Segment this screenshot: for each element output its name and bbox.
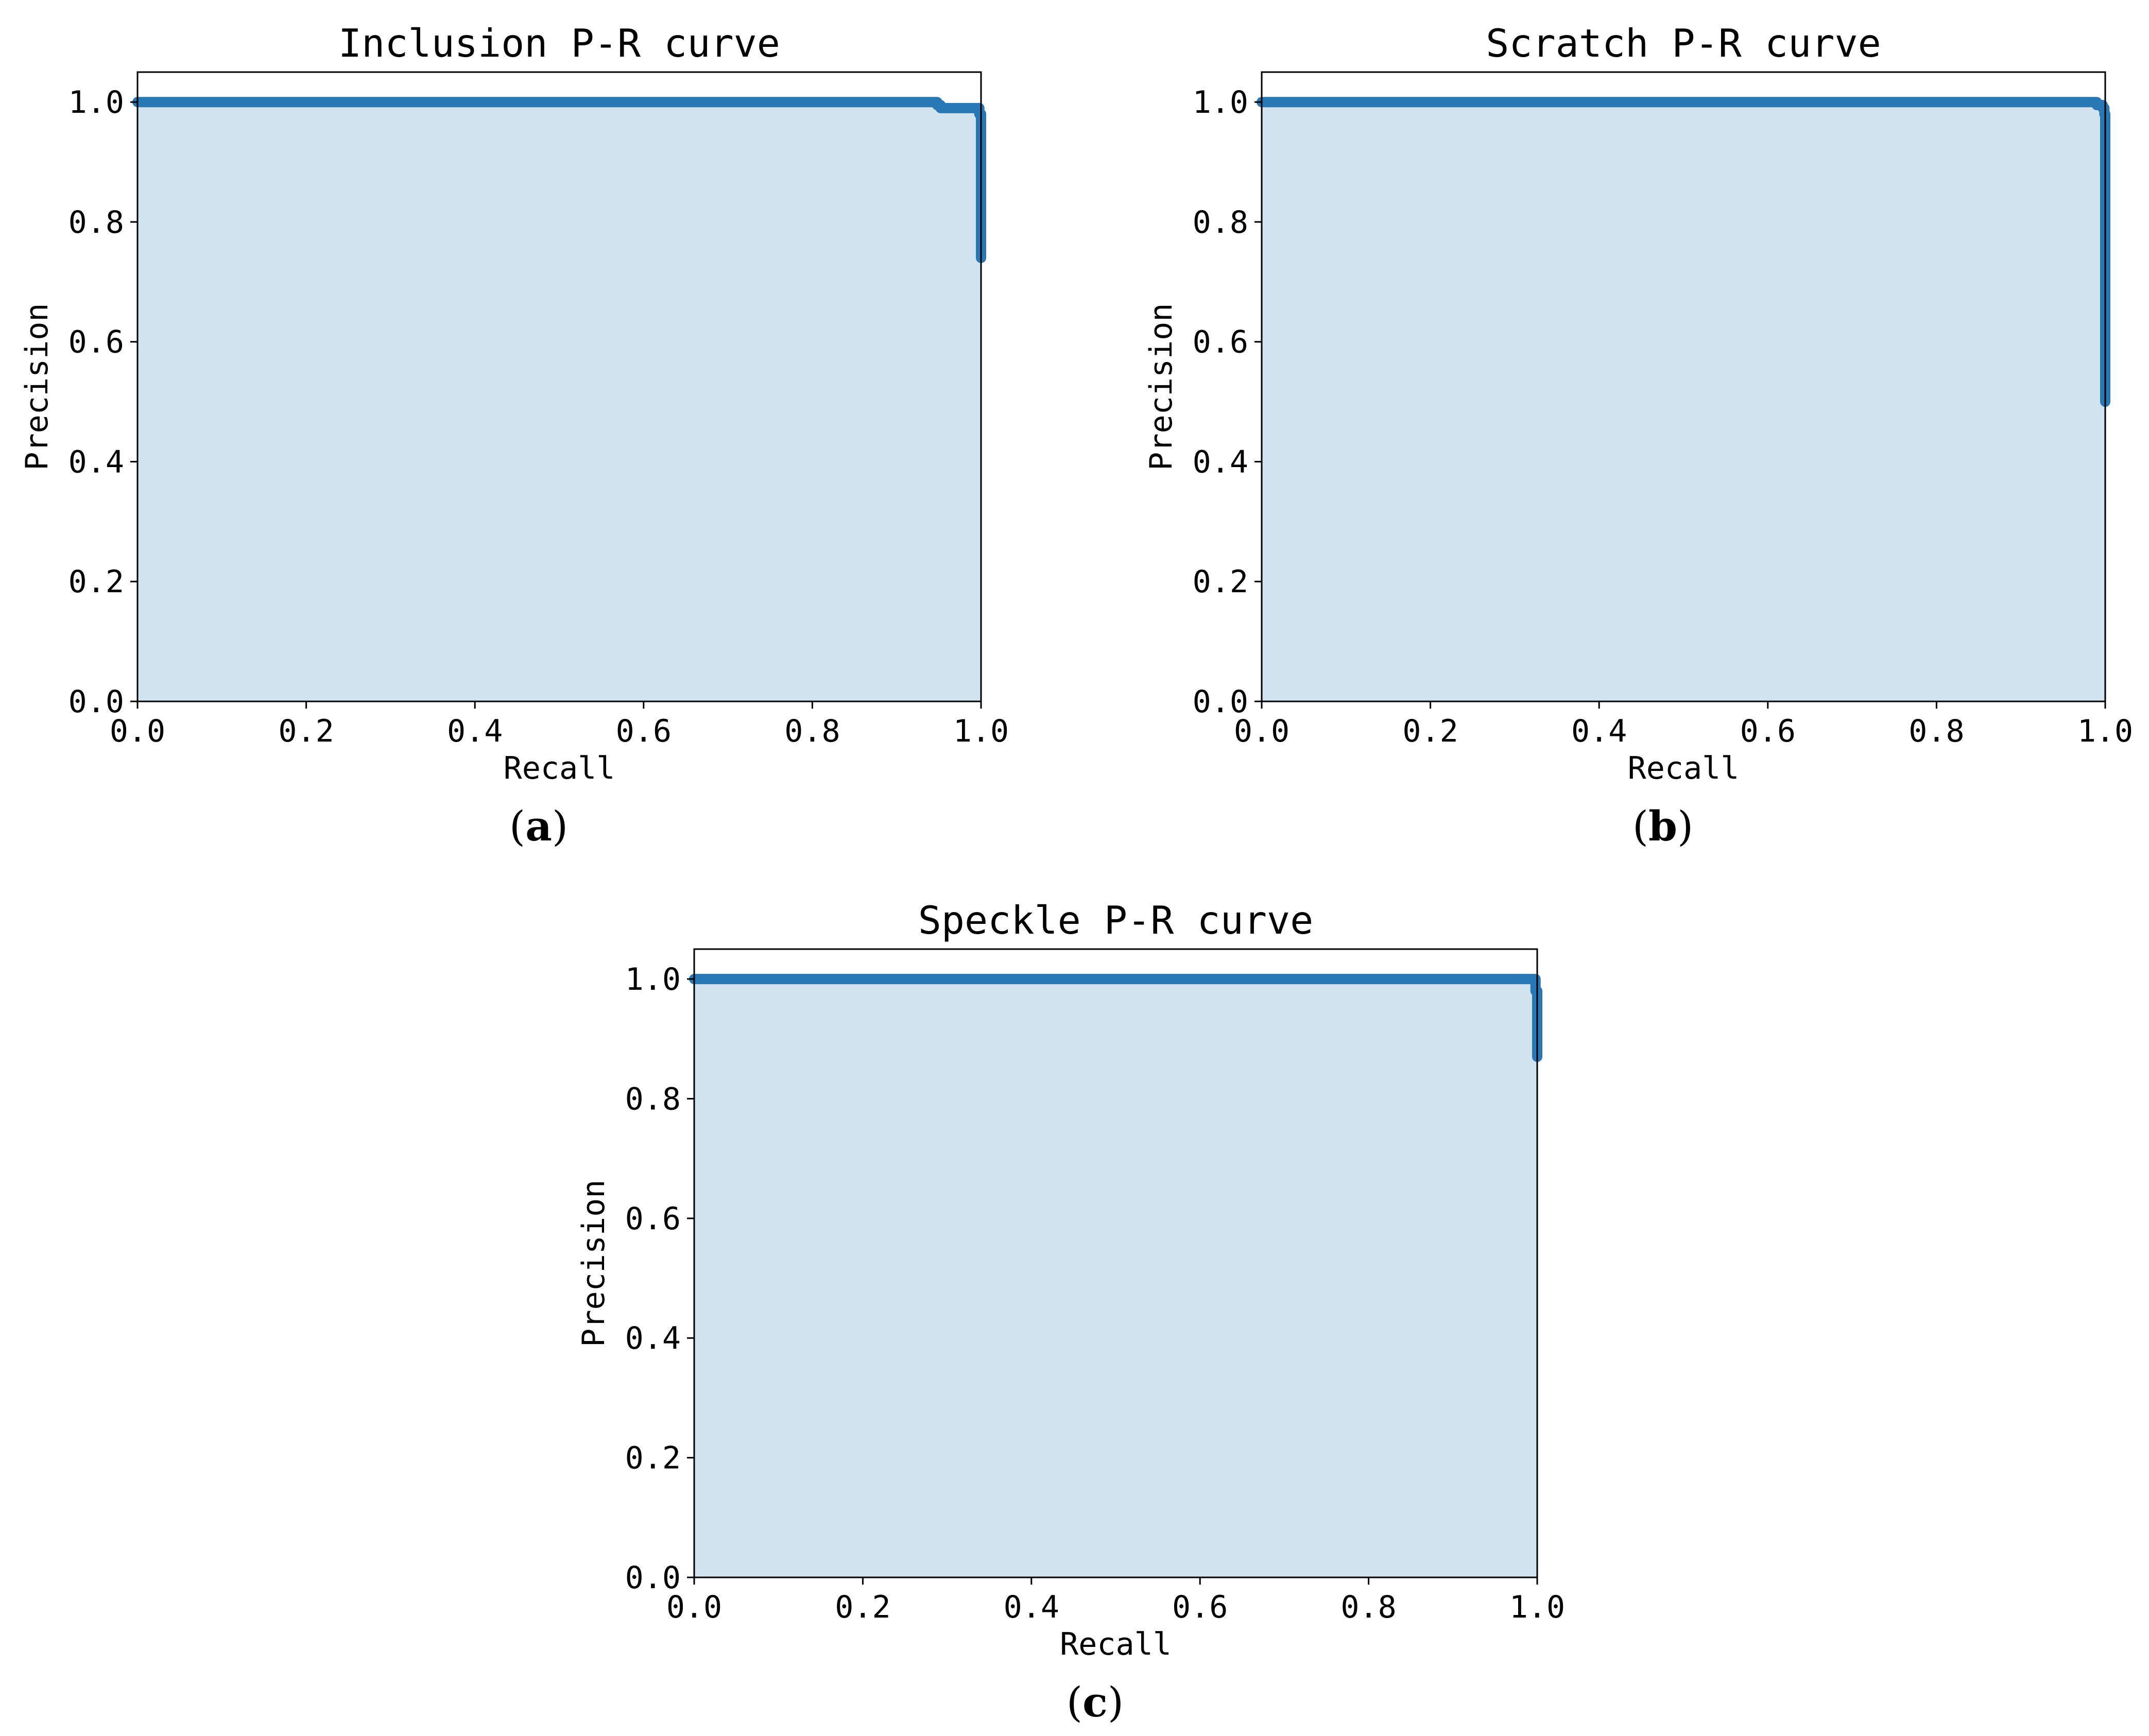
y-tick-label: 0.8 bbox=[68, 204, 124, 240]
x-tick-label: 0.2 bbox=[278, 713, 334, 749]
y-tick-label: 0.6 bbox=[68, 324, 124, 360]
y-tick-label: 0.0 bbox=[1193, 684, 1248, 720]
x-axis-label: Recall bbox=[504, 750, 615, 786]
y-tick-label: 0.2 bbox=[625, 1440, 681, 1476]
x-tick-label: 0.0 bbox=[110, 713, 165, 749]
y-tick-label: 1.0 bbox=[68, 84, 124, 121]
y-tick-label: 0.4 bbox=[625, 1320, 681, 1356]
panel-label: (b) bbox=[1632, 802, 1693, 850]
x-tick-label: 0.8 bbox=[784, 713, 840, 749]
y-tick-label: 0.0 bbox=[68, 684, 124, 720]
y-tick-label: 0.2 bbox=[68, 564, 124, 600]
pr-area-fill bbox=[1262, 102, 2105, 702]
y-tick-label: 0.6 bbox=[1193, 324, 1248, 360]
x-tick-label: 1.0 bbox=[2077, 713, 2133, 749]
panel-label-close: ) bbox=[552, 802, 568, 850]
plot-frame bbox=[136, 71, 982, 702]
panel-label: (c) bbox=[1067, 1678, 1124, 1726]
y-axis-label: Precision bbox=[576, 1179, 612, 1347]
x-axis-label: Recall bbox=[1628, 750, 1740, 786]
chart-title: Scratch P-R curve bbox=[1486, 21, 1881, 66]
x-axis-label: Recall bbox=[1060, 1626, 1172, 1662]
x-tick-label: 0.6 bbox=[1172, 1589, 1228, 1625]
x-tick-label: 0.0 bbox=[1234, 713, 1290, 749]
panel-label-open: ( bbox=[1067, 1678, 1082, 1726]
pr-area-fill bbox=[137, 102, 981, 702]
x-tick-label: 0.2 bbox=[1402, 713, 1458, 749]
chart-title: Inclusion P-R curve bbox=[338, 21, 780, 66]
x-tick-label: 0.6 bbox=[616, 713, 672, 749]
x-tick-label: 0.6 bbox=[1740, 713, 1796, 749]
y-tick-label: 1.0 bbox=[1193, 84, 1248, 121]
x-tick-label: 1.0 bbox=[953, 713, 1009, 749]
x-tick-label: 0.4 bbox=[1004, 1589, 1059, 1625]
y-axis-label: Precision bbox=[1143, 303, 1179, 470]
x-tick-label: 0.2 bbox=[835, 1589, 890, 1625]
y-tick-label: 0.4 bbox=[1193, 444, 1248, 480]
pr-area-fill bbox=[694, 979, 1537, 1577]
y-tick-label: 0.0 bbox=[625, 1560, 681, 1596]
panel-label-open: ( bbox=[509, 802, 525, 850]
x-tick-label: 0.8 bbox=[1909, 713, 1964, 749]
y-tick-label: 0.4 bbox=[68, 444, 124, 480]
panel-label-close: ) bbox=[1108, 1678, 1124, 1726]
y-tick-label: 0.8 bbox=[625, 1081, 681, 1117]
y-tick-label: 0.8 bbox=[1193, 204, 1248, 240]
plot-frame bbox=[1261, 71, 2106, 702]
chart-panel-a: 0.0 0.2 0.4 0.6 0.8 1.0 0.0 0.2 0.4 0.6 0.8 1.0 Incl… bbox=[19, 21, 1009, 850]
y-tick-label: 0.6 bbox=[625, 1201, 681, 1237]
chart-title: Speckle P-R curve bbox=[918, 898, 1314, 943]
x-tick-label: 0.8 bbox=[1340, 1589, 1396, 1625]
x-tick-label: 0.4 bbox=[447, 713, 503, 749]
panel-label-letter: b bbox=[1648, 802, 1677, 850]
y-axis-label: Precision bbox=[19, 303, 55, 470]
panel-label: (a) bbox=[509, 802, 568, 850]
x-tick-label: 0.0 bbox=[666, 1589, 722, 1625]
x-tick-label: 1.0 bbox=[1509, 1589, 1565, 1625]
panel-label-letter: c bbox=[1082, 1678, 1108, 1726]
y-tick-label: 1.0 bbox=[625, 961, 681, 998]
chart-panel-b: 0.0 0.2 0.4 0.6 0.8 1.0 0.0 0.2 0.4 0.6 0.8 1.0 Scra… bbox=[1143, 21, 2133, 850]
panel-label-close: ) bbox=[1677, 802, 1693, 850]
panel-label-open: ( bbox=[1632, 802, 1648, 850]
chart-panel-c: 0.0 0.2 0.4 0.6 0.8 1.0 0.0 0.2 0.4 0.6 0.8 1.0 Spec… bbox=[576, 898, 1565, 1726]
pr-curve-line bbox=[132, 97, 986, 263]
y-tick-label: 0.2 bbox=[1193, 564, 1248, 600]
panel-label-letter: a bbox=[525, 802, 552, 850]
x-tick-label: 0.4 bbox=[1571, 713, 1627, 749]
plot-frame bbox=[693, 948, 1538, 1578]
